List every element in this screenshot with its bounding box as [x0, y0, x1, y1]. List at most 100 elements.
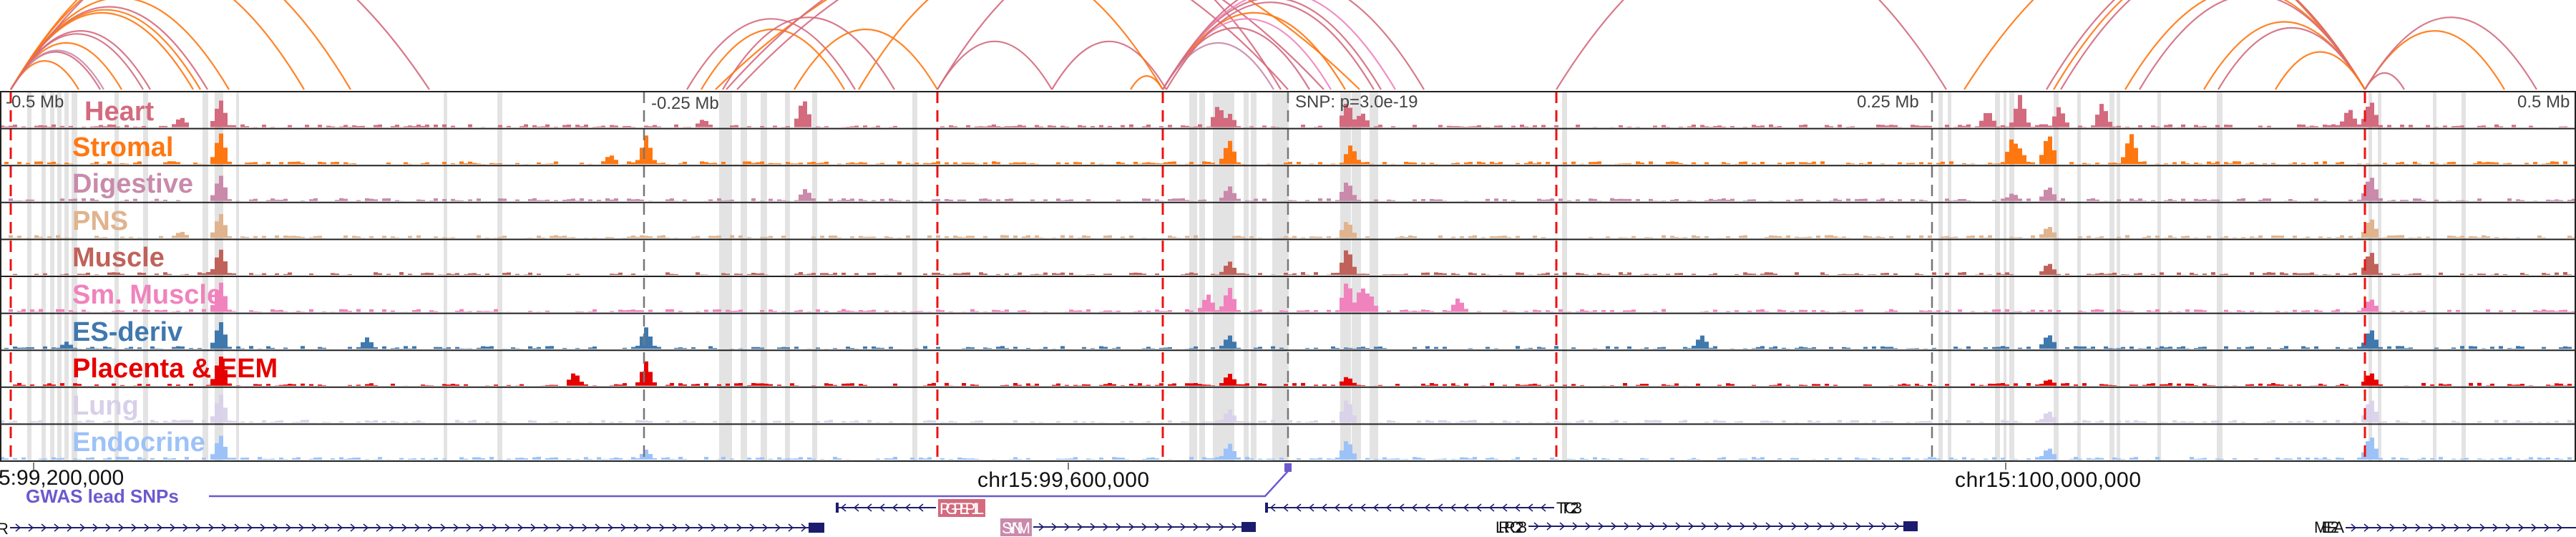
strand-arrow-icon	[1372, 503, 1379, 512]
strand-arrow-icon	[1090, 523, 1096, 531]
strand-arrow-icon	[1701, 522, 1707, 531]
interaction-arc	[937, 0, 1282, 90]
interaction-arc	[1556, 0, 1947, 90]
strand-arrow-icon	[1881, 522, 1888, 531]
interaction-arc	[686, 18, 856, 90]
strand-arrow-icon	[569, 523, 575, 532]
strand-arrow-icon	[337, 523, 343, 532]
gene-exon	[809, 523, 824, 533]
strand-arrow-icon	[775, 523, 781, 532]
gene-label-ttc23[interactable]: TTC23	[1556, 499, 1582, 517]
strand-arrow-icon	[608, 523, 614, 532]
strand-arrow-icon	[1385, 503, 1392, 512]
gwas-track: GWAS lead SNPs	[26, 463, 1292, 507]
scale-label-0-5mb: 0.5 Mb	[2517, 92, 2570, 112]
strand-arrow-icon	[1475, 503, 1482, 512]
track-label-es-deriv[interactable]: ES-deriv	[72, 317, 182, 347]
signal-profile	[0, 95, 2576, 127]
track-label-lung[interactable]: Lung	[72, 391, 139, 421]
strand-arrow-icon	[311, 523, 318, 532]
strand-arrow-icon	[2557, 523, 2563, 532]
strand-arrow-icon	[879, 503, 885, 512]
strand-arrow-icon	[427, 523, 434, 532]
track-label-pns[interactable]: PNS	[72, 206, 128, 236]
strand-arrow-icon	[1488, 503, 1495, 512]
track-label-endocrine[interactable]: Endocrine	[72, 427, 205, 458]
track-label-placenta-eem[interactable]: Placenta & EEM	[72, 354, 278, 384]
strand-arrow-icon	[195, 523, 202, 532]
strand-arrow-icon	[1714, 522, 1720, 531]
strand-arrow-icon	[1546, 522, 1553, 531]
track-label-muscle[interactable]: Muscle	[72, 243, 165, 273]
strand-arrow-icon	[1141, 523, 1148, 531]
coordinate-axis: 5:99,200,000 chr15:99,600,000 chr15:100,…	[0, 463, 2141, 492]
track-label-stromal[interactable]: Stromal	[72, 132, 173, 163]
strand-arrow-icon	[1154, 523, 1161, 531]
strand-arrow-icon	[389, 523, 395, 532]
strand-arrow-icon	[298, 523, 305, 532]
strand-arrow-icon	[376, 523, 382, 532]
gene-label-pgpep1l[interactable]: PGPEP1L	[940, 500, 984, 518]
strand-arrow-icon	[1894, 522, 1901, 531]
gwas-track-label[interactable]: GWAS lead SNPs	[26, 485, 179, 507]
strand-arrow-icon	[788, 523, 794, 532]
strand-arrow-icon	[736, 523, 743, 532]
gene-exon	[1265, 503, 1268, 513]
gene-label-r[interactable]: R	[0, 520, 9, 537]
strand-arrow-icon	[749, 523, 756, 532]
strand-arrow-icon	[1572, 522, 1579, 531]
strand-arrow-icon	[1624, 522, 1630, 531]
interaction-arc	[736, 0, 1324, 90]
strand-arrow-icon	[1103, 523, 1109, 531]
strand-arrow-icon	[917, 503, 924, 512]
gene-label-bg-synm	[1000, 518, 1032, 536]
strand-arrow-icon	[711, 523, 717, 532]
strand-arrow-icon	[350, 523, 356, 532]
strand-arrow-icon	[1231, 523, 1238, 531]
interaction-arc	[1162, 0, 1425, 90]
gene-label-lrrc28[interactable]: LRRC28	[1496, 518, 1527, 536]
strand-arrow-icon	[543, 523, 550, 532]
strand-arrow-icon	[723, 523, 730, 532]
strand-arrow-icon	[762, 523, 769, 532]
strand-arrow-icon	[1585, 522, 1591, 531]
interaction-arc	[10, 0, 351, 90]
strand-arrow-icon	[1077, 523, 1083, 531]
scale-label-minus-0-5mb: -0.5 Mb	[6, 92, 64, 112]
interaction-arc	[1051, 40, 1167, 90]
interaction-arc	[1130, 75, 1163, 90]
strand-arrow-icon	[118, 523, 125, 532]
interaction-arc	[1162, 12, 1346, 90]
strand-arrow-icon	[105, 523, 112, 532]
strand-arrow-icon	[1450, 503, 1456, 512]
strand-arrow-icon	[1295, 503, 1302, 512]
track-label-digestive[interactable]: Digestive	[72, 169, 193, 199]
gene-label-mef2a[interactable]: MEF2A	[2314, 518, 2344, 536]
interaction-arc	[715, 0, 1360, 90]
strand-arrow-icon	[517, 523, 524, 532]
strand-arrow-icon	[1817, 522, 1823, 531]
track-frames	[0, 91, 2576, 462]
strand-arrow-icon	[1868, 522, 1875, 531]
strand-arrow-icon	[67, 523, 73, 532]
strand-arrow-icon	[1051, 523, 1058, 531]
strand-arrow-icon	[1282, 503, 1289, 512]
track-label-heart[interactable]: Heart	[84, 97, 154, 127]
signal-profile	[0, 175, 2576, 201]
strand-arrow-icon	[479, 523, 485, 532]
strand-arrow-icon	[1128, 523, 1135, 531]
strand-arrow-icon	[1463, 503, 1469, 512]
snp-pvalue-label: SNP: p=3.0e-19	[1295, 92, 1418, 112]
strand-arrow-icon	[1540, 503, 1546, 512]
strand-arrow-icon	[556, 523, 562, 532]
track-label-sm-muscle[interactable]: Sm. Muscle	[72, 280, 222, 310]
strand-arrow-icon	[1269, 503, 1276, 512]
gwas-snp-marker[interactable]	[1284, 463, 1292, 472]
strand-arrow-icon	[273, 523, 279, 532]
gene-label-bg-pgpep1l	[938, 499, 985, 517]
interaction-arc	[2139, 0, 2366, 90]
strand-arrow-icon	[1527, 503, 1533, 512]
gene-label-synm[interactable]: SYNM	[1002, 519, 1030, 537]
strand-arrow-icon	[1219, 523, 1225, 531]
strand-arrow-icon	[440, 523, 447, 532]
